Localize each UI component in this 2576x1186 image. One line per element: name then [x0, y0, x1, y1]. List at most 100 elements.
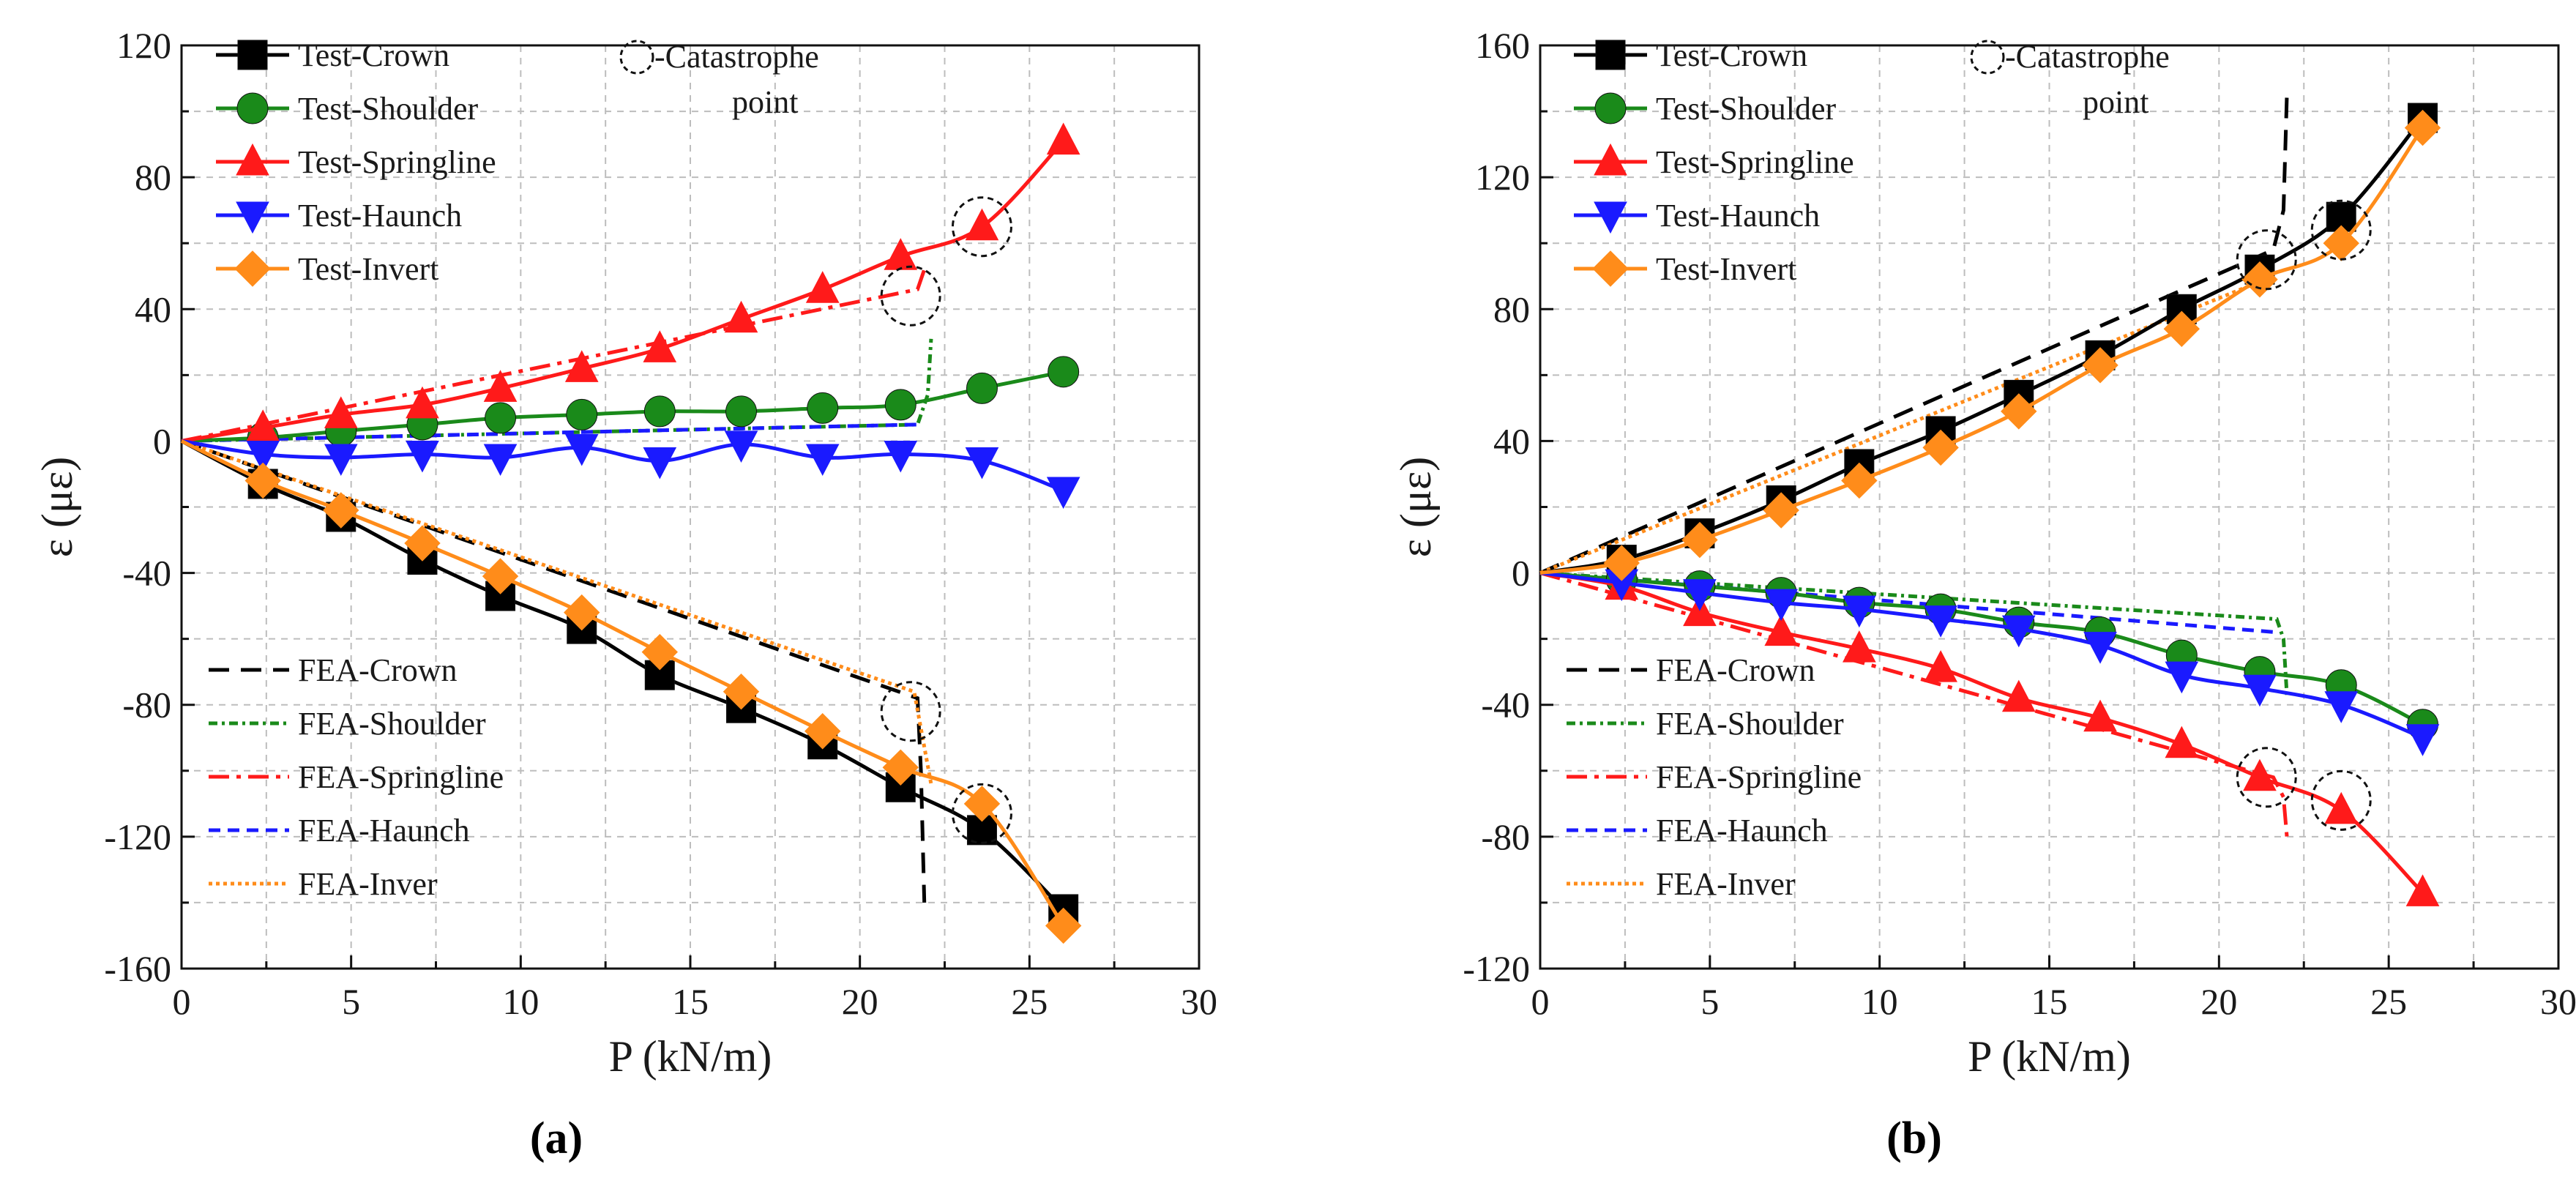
- data-point-test-haunch: [2243, 674, 2277, 707]
- data-point-test-shoulder: [643, 395, 676, 428]
- catastrophe-annotation-line1: -Catastrophe: [654, 39, 819, 75]
- y-axis-label: ε (με): [33, 457, 81, 558]
- legend-label-test-crown: Test-Crown: [298, 37, 449, 73]
- data-point-test-haunch: [1046, 477, 1080, 510]
- y-tick-label: -120: [1463, 948, 1530, 989]
- data-point-test-haunch: [724, 430, 758, 463]
- y-tick-label: -40: [1481, 685, 1530, 726]
- data-point-test-springline: [483, 370, 518, 402]
- data-point-test-haunch: [324, 444, 358, 477]
- y-tick-label: 80: [1493, 288, 1530, 329]
- data-point-test-haunch: [2083, 632, 2117, 664]
- y-tick-label: -160: [104, 948, 171, 989]
- series-line-fea-shoulder: [1539, 571, 2289, 695]
- data-point-test-springline: [2001, 679, 2036, 712]
- legend-label-fea-inver: FEA-Inver: [1656, 866, 1796, 902]
- legend-label-fea-springline: FEA-Springline: [298, 759, 504, 795]
- series-line-fea-inver: [181, 439, 933, 785]
- data-point-test-haunch: [483, 444, 518, 477]
- data-point-test-shoulder: [485, 402, 517, 434]
- x-tick-label: 0: [173, 981, 191, 1022]
- legend-label-fea-crown: FEA-Crown: [298, 652, 458, 688]
- catastrophe-point-circle: [951, 783, 1012, 844]
- data-point-test-haunch: [1764, 589, 1799, 622]
- x-tick-label: 25: [2370, 981, 2407, 1022]
- y-tick-label: 40: [1493, 420, 1530, 461]
- data-point-test-springline: [2165, 726, 2199, 758]
- series-line-fea-crown: [181, 439, 927, 903]
- data-point-test-haunch: [643, 447, 677, 480]
- data-point-test-invert: [2082, 347, 2118, 384]
- data-point-test-shoulder: [566, 398, 598, 430]
- legend-label-test-shoulder: Test-Shoulder: [1656, 91, 1837, 127]
- catastrophe-point-circle: [2236, 229, 2297, 291]
- legend-label-fea-inver: FEA-Inver: [298, 866, 438, 902]
- x-tick-label: 15: [672, 981, 709, 1022]
- legend-label-test-haunch: Test-Haunch: [1656, 198, 1820, 234]
- catastrophe-annotation-line2: point: [2083, 84, 2148, 120]
- x-axis-label: P (kN/m): [1968, 1032, 2131, 1081]
- legend-label-test-invert: Test-Invert: [298, 251, 438, 287]
- data-point-test-shoulder: [884, 389, 916, 421]
- y-tick-label: 0: [153, 420, 171, 461]
- x-tick-label: 30: [1181, 981, 1217, 1022]
- legend-label-test-crown: Test-Crown: [1656, 37, 1807, 73]
- data-point-test-invert: [1841, 462, 1878, 499]
- data-point-test-springline: [406, 386, 439, 419]
- data-point-test-invert: [1603, 545, 1640, 581]
- chart-panel-b: 0 5 10 15 20 25 30 -120 -80 -40 0 40 80 120 160 P (kN/m…: [1392, 25, 2576, 1081]
- data-point-test-invert: [2404, 109, 2441, 146]
- data-point-test-haunch: [246, 440, 280, 473]
- data-point-test-haunch: [2324, 691, 2359, 723]
- data-point-test-invert: [404, 525, 441, 562]
- legend-marker-test-invert: [234, 250, 271, 287]
- data-point-test-haunch: [2405, 724, 2440, 756]
- y-tick-label: 120: [116, 25, 171, 66]
- data-point-test-invert: [882, 749, 919, 786]
- legend-label-fea-haunch: FEA-Haunch: [298, 813, 470, 849]
- data-point-test-springline: [1843, 630, 1876, 663]
- series-line-fea-crown: [1539, 94, 2289, 575]
- x-tick-label: 5: [342, 981, 360, 1022]
- data-point-test-springline: [564, 350, 599, 382]
- x-tick-label: 0: [1531, 981, 1550, 1022]
- y-tick-label: 80: [135, 157, 171, 198]
- x-tick-label: 10: [502, 981, 539, 1022]
- data-point-test-shoulder: [807, 392, 839, 424]
- legend-marker-test-shoulder: [1594, 92, 1627, 124]
- legend-label-test-springline: Test-Springline: [298, 144, 496, 180]
- data-point-test-springline: [2083, 699, 2117, 732]
- x-tick-label: 20: [842, 981, 878, 1022]
- y-tick-label: -120: [104, 816, 171, 857]
- data-point-test-haunch: [406, 440, 439, 473]
- data-point-test-springline: [2243, 758, 2277, 791]
- data-point-test-shoulder: [1048, 356, 1080, 388]
- data-point-test-haunch: [805, 444, 840, 477]
- data-point-test-invert: [564, 594, 600, 631]
- data-point-test-springline: [965, 208, 999, 241]
- x-tick-label: 10: [1862, 981, 1898, 1022]
- data-point-test-springline: [1924, 650, 1957, 682]
- legend-marker-test-crown: [1595, 40, 1626, 70]
- series-line-fea-springline: [181, 269, 927, 443]
- data-point-test-invert: [1681, 521, 1718, 559]
- legend-label-test-haunch: Test-Haunch: [298, 198, 462, 234]
- x-tick-label: 15: [2031, 981, 2068, 1022]
- data-point-test-invert: [2323, 225, 2359, 261]
- data-point-test-haunch: [2165, 661, 2199, 694]
- catastrophe-annotation-line2: point: [732, 84, 798, 120]
- data-point-test-invert: [1922, 429, 1959, 466]
- y-axis-label: ε (με): [1392, 457, 1440, 558]
- legend-label-test-springline: Test-Springline: [1656, 144, 1854, 180]
- legend-marker-test-shoulder: [236, 92, 269, 124]
- panel-label-a: (a): [530, 1114, 583, 1163]
- y-tick-label: -80: [122, 685, 171, 726]
- y-tick-label: 120: [1475, 157, 1530, 198]
- x-axis-label: P (kN/m): [609, 1032, 772, 1081]
- catastrophe-point-circle: [2310, 769, 2372, 831]
- data-point-test-haunch: [1683, 579, 1717, 611]
- data-point-test-haunch: [2001, 615, 2036, 648]
- data-point-test-invert: [963, 786, 1001, 822]
- data-point-test-invert: [482, 558, 519, 594]
